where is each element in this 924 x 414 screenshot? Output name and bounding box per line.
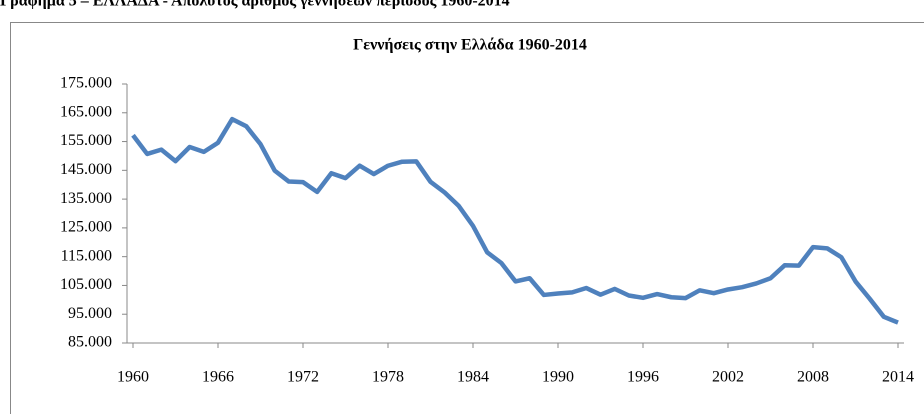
y-tick-label: 145.000 [60,161,112,178]
x-tick-label: 1978 [372,369,404,386]
x-tick-label: 1966 [202,369,234,386]
y-tick-label: 85.000 [68,334,112,351]
chart-border [10,22,924,414]
y-tick-label: 105.000 [60,276,112,293]
y-tick-label: 155.000 [60,132,112,149]
x-tick-label: 2014 [882,369,914,386]
y-tick-label: 135.000 [60,190,112,207]
x-tick-label: 1984 [457,369,489,386]
x-tick-label: 1990 [542,369,574,386]
x-tick-label: 1972 [287,369,319,386]
x-tick-label: 1996 [627,369,659,386]
page-heading: Γράφημα 5 – ΕΛΛΑΔΑ - Απόλυτος αριθμός γε… [0,0,510,10]
x-tick-label: 2008 [797,369,829,386]
x-tick-label: 1960 [117,369,149,386]
y-tick-label: 165.000 [60,103,112,120]
y-tick-label: 95.000 [68,305,112,322]
y-tick-label: 115.000 [61,247,112,264]
data-line [131,116,899,325]
x-tick-label: 2002 [712,369,744,386]
chart-title: Γεννήσεις στην Ελλάδα 1960-2014 [353,37,587,54]
y-tick-label: 125.000 [60,219,112,236]
y-tick-label: 175.000 [60,75,112,92]
